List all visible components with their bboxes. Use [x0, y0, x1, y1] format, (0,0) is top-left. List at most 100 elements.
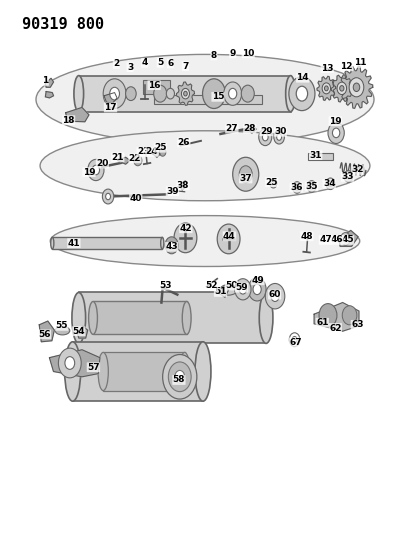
Polygon shape	[316, 76, 335, 100]
Polygon shape	[104, 93, 117, 103]
Text: 54: 54	[72, 327, 85, 336]
Text: 46: 46	[330, 236, 342, 245]
Text: 21: 21	[111, 153, 124, 162]
Text: 25: 25	[265, 177, 277, 187]
Text: 49: 49	[251, 276, 264, 285]
Text: 1: 1	[42, 76, 48, 85]
Text: 34: 34	[322, 179, 335, 188]
Circle shape	[223, 82, 241, 106]
Circle shape	[318, 304, 336, 327]
Text: 9: 9	[229, 49, 235, 58]
Circle shape	[106, 193, 110, 200]
Circle shape	[324, 86, 328, 91]
Ellipse shape	[50, 216, 359, 266]
Text: 29: 29	[259, 127, 272, 136]
Bar	[103, 352, 184, 391]
Polygon shape	[313, 303, 358, 331]
Ellipse shape	[160, 237, 164, 249]
Circle shape	[228, 88, 236, 99]
Ellipse shape	[74, 76, 83, 112]
Text: 14: 14	[296, 73, 308, 82]
Text: 51: 51	[213, 287, 226, 296]
Circle shape	[342, 306, 356, 325]
Text: 45: 45	[340, 236, 353, 245]
Circle shape	[183, 91, 187, 96]
Text: 28: 28	[243, 124, 255, 133]
Text: 59: 59	[235, 283, 247, 292]
Text: 67: 67	[288, 338, 301, 347]
Circle shape	[202, 79, 225, 109]
Circle shape	[110, 87, 119, 100]
Text: 53: 53	[159, 281, 171, 290]
Text: 48: 48	[300, 232, 312, 241]
Circle shape	[289, 333, 299, 346]
Circle shape	[343, 171, 352, 182]
Circle shape	[133, 155, 142, 166]
Ellipse shape	[98, 352, 108, 391]
Text: 44: 44	[222, 232, 235, 241]
Text: 3: 3	[127, 63, 133, 71]
Text: 27: 27	[225, 124, 238, 133]
Circle shape	[102, 189, 114, 204]
Polygon shape	[338, 230, 357, 246]
Circle shape	[348, 78, 363, 97]
Circle shape	[234, 279, 250, 300]
Text: 62: 62	[328, 324, 341, 333]
Circle shape	[327, 122, 344, 143]
Circle shape	[353, 83, 359, 92]
Circle shape	[346, 174, 350, 179]
Circle shape	[175, 370, 184, 383]
Circle shape	[181, 88, 189, 99]
Text: 58: 58	[172, 375, 185, 384]
Bar	[79, 293, 265, 343]
Bar	[79, 76, 290, 112]
Circle shape	[294, 185, 298, 190]
Circle shape	[273, 130, 284, 144]
Text: 38: 38	[176, 181, 189, 190]
Circle shape	[247, 278, 265, 301]
Circle shape	[288, 77, 314, 111]
Bar	[52, 237, 162, 249]
Text: 52: 52	[205, 281, 217, 290]
Circle shape	[306, 181, 315, 192]
Circle shape	[339, 86, 343, 91]
Text: 7: 7	[182, 62, 188, 70]
Text: 55: 55	[55, 321, 68, 330]
Circle shape	[321, 83, 330, 94]
Ellipse shape	[258, 293, 272, 343]
Circle shape	[58, 348, 81, 378]
Ellipse shape	[65, 342, 81, 401]
Text: 17: 17	[104, 103, 117, 112]
Text: 57: 57	[87, 363, 99, 372]
Circle shape	[162, 354, 196, 399]
Circle shape	[265, 284, 284, 309]
Text: 30: 30	[274, 127, 286, 136]
Text: 15: 15	[211, 92, 224, 101]
Polygon shape	[178, 181, 187, 190]
Ellipse shape	[36, 54, 373, 144]
Circle shape	[336, 82, 346, 94]
Bar	[143, 80, 169, 94]
Circle shape	[232, 157, 258, 191]
Circle shape	[340, 232, 350, 245]
Ellipse shape	[40, 131, 369, 201]
Circle shape	[92, 165, 99, 175]
Text: 18: 18	[62, 116, 75, 125]
Circle shape	[269, 179, 276, 188]
Text: 32: 32	[351, 166, 363, 174]
Bar	[307, 152, 332, 160]
Polygon shape	[218, 287, 228, 297]
Polygon shape	[176, 82, 194, 106]
Ellipse shape	[72, 293, 85, 343]
Text: 24: 24	[145, 148, 158, 157]
Circle shape	[217, 224, 239, 254]
Polygon shape	[45, 78, 54, 87]
Text: 12: 12	[339, 62, 352, 70]
Circle shape	[103, 79, 126, 109]
Text: 20: 20	[96, 159, 108, 168]
Polygon shape	[65, 108, 89, 122]
Circle shape	[169, 241, 174, 249]
Circle shape	[153, 85, 166, 102]
Ellipse shape	[55, 326, 70, 335]
Text: 5: 5	[157, 59, 163, 67]
